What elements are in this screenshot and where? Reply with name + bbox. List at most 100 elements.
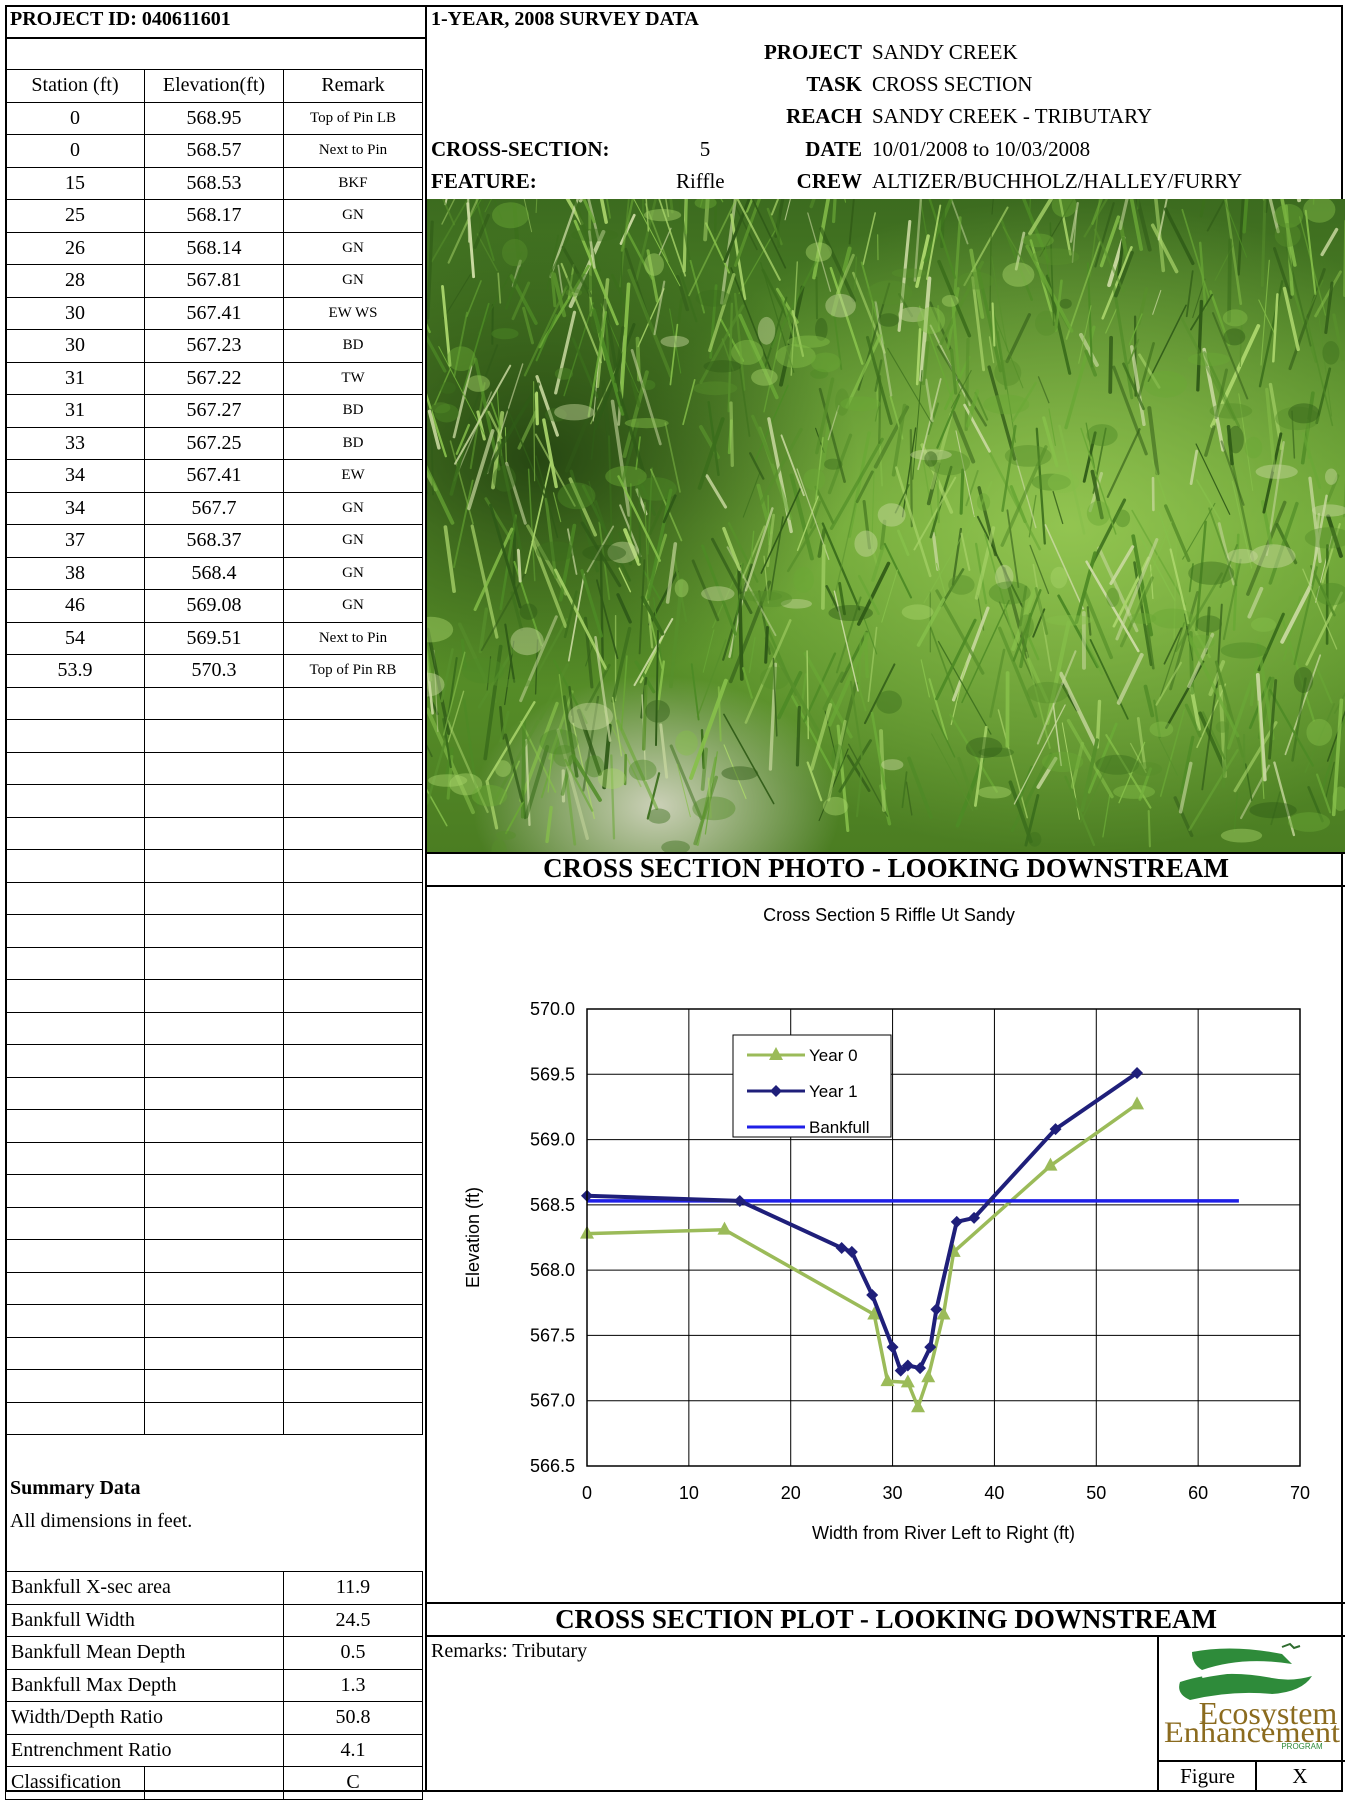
station-cell: 30 bbox=[6, 297, 145, 330]
divider bbox=[1157, 1760, 1345, 1762]
cross-section-photo bbox=[427, 199, 1345, 852]
remark-cell: EW bbox=[284, 460, 423, 493]
empty-cell bbox=[284, 1370, 423, 1403]
empty-cell bbox=[284, 1402, 423, 1435]
x-tick-label: 10 bbox=[679, 1483, 699, 1503]
table-row-empty bbox=[6, 720, 423, 753]
station-cell: 28 bbox=[6, 265, 145, 298]
empty-cell bbox=[6, 1175, 145, 1208]
project-id: PROJECT ID: 040611601 bbox=[10, 8, 231, 31]
summary-label: Bankfull Width bbox=[6, 1604, 284, 1637]
empty-cell bbox=[6, 980, 145, 1013]
station-cell: 31 bbox=[6, 362, 145, 395]
table-row-empty bbox=[6, 1110, 423, 1143]
remark-cell: Top of Pin LB bbox=[284, 102, 423, 135]
empty-cell bbox=[6, 1272, 145, 1305]
summary-subtitle: All dimensions in feet. bbox=[10, 1510, 192, 1533]
logo-line3: PROGRAM bbox=[1281, 1742, 1323, 1750]
empty-cell bbox=[145, 1077, 284, 1110]
table-row-empty bbox=[6, 1045, 423, 1078]
chart-series bbox=[580, 1067, 1239, 1412]
station-cell: 34 bbox=[6, 492, 145, 525]
year1-point bbox=[836, 1242, 848, 1254]
summary-label: Classification bbox=[6, 1767, 145, 1800]
station-cell: 31 bbox=[6, 395, 145, 428]
project-label: PROJECT bbox=[600, 40, 862, 65]
station-cell: 37 bbox=[6, 525, 145, 558]
crew-value: ALTIZER/BUCHHOLZ/HALLEY/FURRY bbox=[872, 169, 1242, 194]
empty-cell bbox=[284, 687, 423, 720]
table-header-row: Station (ft)Elevation(ft)Remark bbox=[6, 70, 423, 103]
station-cell: 26 bbox=[6, 232, 145, 265]
empty-cell bbox=[6, 817, 145, 850]
empty-cell bbox=[284, 1077, 423, 1110]
remark-cell: Top of Pin RB bbox=[284, 655, 423, 688]
remark-cell: TW bbox=[284, 362, 423, 395]
chart-title: Cross Section 5 Riffle Ut Sandy bbox=[763, 905, 1015, 925]
empty-cell bbox=[145, 915, 284, 948]
elevation-cell: 567.41 bbox=[145, 297, 284, 330]
elevation-cell: 568.95 bbox=[145, 102, 284, 135]
table-row-empty bbox=[6, 1370, 423, 1403]
table-row-empty bbox=[6, 882, 423, 915]
chart-legend: Year 0 Year 1 Bankfull bbox=[733, 1035, 891, 1137]
empty-cell bbox=[6, 1402, 145, 1435]
legend-label: Bankfull bbox=[809, 1118, 869, 1137]
summary-title: Summary Data bbox=[10, 1477, 141, 1500]
chart-grid bbox=[587, 1009, 1300, 1466]
empty-cell bbox=[145, 752, 284, 785]
empty-cell bbox=[284, 720, 423, 753]
legend-label: Year 1 bbox=[809, 1082, 858, 1101]
empty-cell bbox=[6, 1077, 145, 1110]
empty-cell bbox=[6, 1370, 145, 1403]
table-row-empty bbox=[6, 687, 423, 720]
logo-box-divider bbox=[1157, 1635, 1159, 1792]
task-label: TASK bbox=[600, 72, 862, 97]
station-cell: 0 bbox=[6, 135, 145, 168]
legend-label: Year 0 bbox=[809, 1046, 858, 1065]
summary-value: 0.5 bbox=[284, 1637, 423, 1670]
elevation-cell: 567.23 bbox=[145, 330, 284, 363]
elevation-cell: 567.41 bbox=[145, 460, 284, 493]
empty-cell bbox=[284, 1272, 423, 1305]
summary-value: 4.1 bbox=[284, 1734, 423, 1767]
x-tick-label: 0 bbox=[582, 1483, 592, 1503]
table-row-empty bbox=[6, 1175, 423, 1208]
empty-cell bbox=[284, 882, 423, 915]
empty-cell bbox=[6, 850, 145, 883]
x-tick-label: 70 bbox=[1290, 1483, 1310, 1503]
remark-cell: GN bbox=[284, 590, 423, 623]
remark-cell: GN bbox=[284, 557, 423, 590]
elevation-cell: 567.7 bbox=[145, 492, 284, 525]
remark-cell: Next to Pin bbox=[284, 135, 423, 168]
x-tick-label: 40 bbox=[984, 1483, 1004, 1503]
station-cell: 33 bbox=[6, 427, 145, 460]
crew-label: CREW bbox=[600, 169, 862, 194]
elevation-cell: 567.25 bbox=[145, 427, 284, 460]
empty-cell bbox=[145, 785, 284, 818]
year1-point bbox=[887, 1341, 899, 1353]
x-axis-label: Width from River Left to Right (ft) bbox=[812, 1523, 1075, 1543]
elevation-cell: 569.08 bbox=[145, 590, 284, 623]
remark-cell: Next to Pin bbox=[284, 622, 423, 655]
year1-point bbox=[951, 1216, 963, 1228]
station-cell: 15 bbox=[6, 167, 145, 200]
remark-cell: BD bbox=[284, 395, 423, 428]
empty-cell bbox=[145, 850, 284, 883]
remarks-text: Remarks: Tributary bbox=[431, 1640, 587, 1663]
table-header-cell: Elevation(ft) bbox=[145, 70, 284, 103]
elevation-cell: 569.51 bbox=[145, 622, 284, 655]
empty-cell bbox=[6, 1045, 145, 1078]
empty-cell bbox=[284, 980, 423, 1013]
